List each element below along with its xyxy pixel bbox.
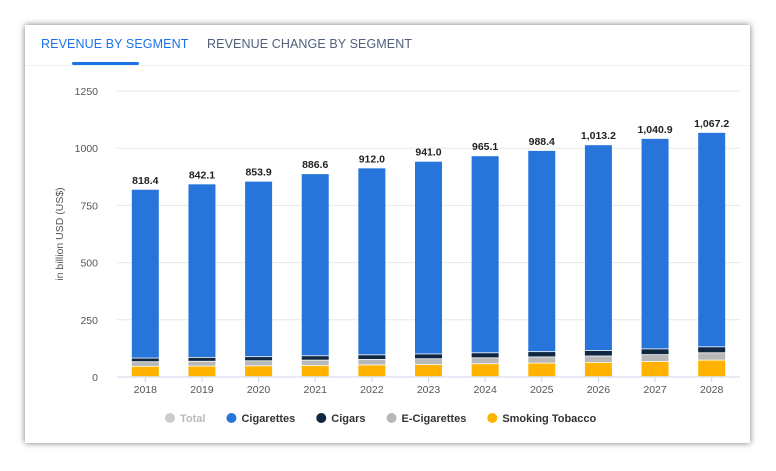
total-data-label: 886.6 (302, 159, 328, 171)
bar-cigars (188, 357, 216, 361)
y-tick-label: 1250 (75, 86, 99, 98)
bar-smoking-tobacco (301, 365, 329, 377)
legend-item-cigarettes[interactable]: Cigarettes (241, 413, 295, 425)
bar-e-cigarettes (471, 358, 499, 364)
bar-smoking-tobacco (528, 363, 556, 377)
bar-e-cigarettes (301, 360, 329, 365)
bar-smoking-tobacco (415, 364, 442, 377)
total-data-label: 912.0 (359, 153, 385, 165)
x-tick-label: 2020 (247, 384, 271, 396)
bar-cigarettes (188, 184, 216, 357)
bar-cigarettes (245, 181, 273, 357)
bar-smoking-tobacco (245, 366, 273, 377)
bar-cigarettes (301, 174, 329, 356)
total-data-label: 853.9 (245, 167, 271, 179)
x-tick-label: 2023 (417, 384, 441, 396)
bar-cigarettes (641, 138, 669, 349)
x-tick-label: 2022 (360, 384, 384, 396)
legend-marker-smoking-tobacco (487, 413, 498, 423)
bar-cigars (471, 353, 499, 358)
bar-cigarettes (584, 145, 612, 351)
total-data-label: 1,013.2 (581, 130, 616, 142)
bar-smoking-tobacco (471, 364, 499, 377)
total-data-label: 1,040.9 (638, 124, 673, 136)
bar-cigars (528, 352, 556, 357)
y-tick-label: 750 (80, 200, 98, 212)
total-data-label: 1,067.2 (694, 118, 729, 130)
legend-item-cigars[interactable]: Cigars (331, 413, 365, 425)
legend-item-total[interactable]: Total (180, 413, 205, 425)
bar-cigars (698, 347, 726, 353)
x-tick-label: 2028 (700, 384, 724, 396)
bar-cigars (358, 355, 386, 360)
y-tick-label: 0 (92, 372, 98, 384)
legend-item-e-cigarettes[interactable]: E-Cigarettes (402, 413, 467, 425)
bar-cigarettes (415, 161, 442, 354)
bar-cigars (131, 358, 159, 362)
bar-e-cigarettes (584, 356, 612, 363)
legend-marker-total (165, 413, 175, 423)
x-tick-label: 2026 (587, 384, 611, 396)
bar-cigars (245, 357, 273, 361)
x-tick-label: 2019 (190, 384, 214, 396)
bar-cigars (415, 354, 442, 359)
bar-e-cigarettes (698, 353, 726, 360)
bar-smoking-tobacco (698, 360, 726, 377)
legend-marker-e-cigarettes (386, 413, 397, 423)
bar-cigarettes (471, 156, 499, 353)
total-data-label: 965.1 (472, 141, 498, 153)
y-axis-label: in billion USD (US$) (54, 187, 66, 280)
bar-smoking-tobacco (188, 366, 216, 377)
bar-cigars (584, 350, 612, 356)
total-data-label: 988.4 (529, 136, 555, 148)
x-tick-label: 2024 (473, 384, 497, 396)
bar-cigars (641, 349, 669, 355)
y-tick-label: 250 (80, 315, 98, 327)
active-tab-indicator (72, 62, 139, 65)
bar-e-cigarettes (245, 361, 273, 366)
tab-revenue-change-by-segment[interactable]: REVENUE CHANGE BY SEGMENT (207, 37, 413, 51)
total-data-label: 941.0 (415, 147, 441, 159)
bar-smoking-tobacco (584, 362, 612, 377)
bar-e-cigarettes (528, 357, 556, 363)
total-data-label: 818.4 (132, 175, 158, 187)
legend-marker-cigars (316, 413, 327, 423)
tab-bar: REVENUE BY SEGMENT REVENUE CHANGE BY SEG… (25, 25, 750, 66)
bar-e-cigarettes (358, 359, 386, 365)
legend-marker-cigarettes (226, 413, 237, 423)
bar-cigarettes (358, 168, 386, 355)
legend-item-smoking-tobacco[interactable]: Smoking Tobacco (502, 413, 596, 425)
bar-e-cigarettes (415, 359, 442, 365)
bar-cigarettes (131, 189, 159, 358)
bar-e-cigarettes (641, 355, 669, 362)
bar-smoking-tobacco (131, 366, 159, 377)
y-tick-label: 1000 (75, 143, 99, 155)
total-data-label: 842.1 (189, 169, 215, 181)
bar-e-cigarettes (188, 361, 216, 366)
bar-smoking-tobacco (358, 365, 386, 377)
bar-cigars (301, 356, 329, 360)
x-tick-label: 2018 (134, 384, 158, 396)
bar-cigarettes (698, 132, 726, 347)
x-tick-label: 2027 (643, 384, 667, 396)
x-tick-label: 2025 (530, 384, 554, 396)
y-tick-label: 500 (80, 258, 98, 270)
bar-cigarettes (528, 150, 556, 352)
tab-revenue-by-segment[interactable]: REVENUE BY SEGMENT (41, 37, 189, 51)
bar-e-cigarettes (131, 362, 159, 366)
bar-smoking-tobacco (641, 361, 669, 377)
x-tick-label: 2021 (304, 384, 328, 396)
